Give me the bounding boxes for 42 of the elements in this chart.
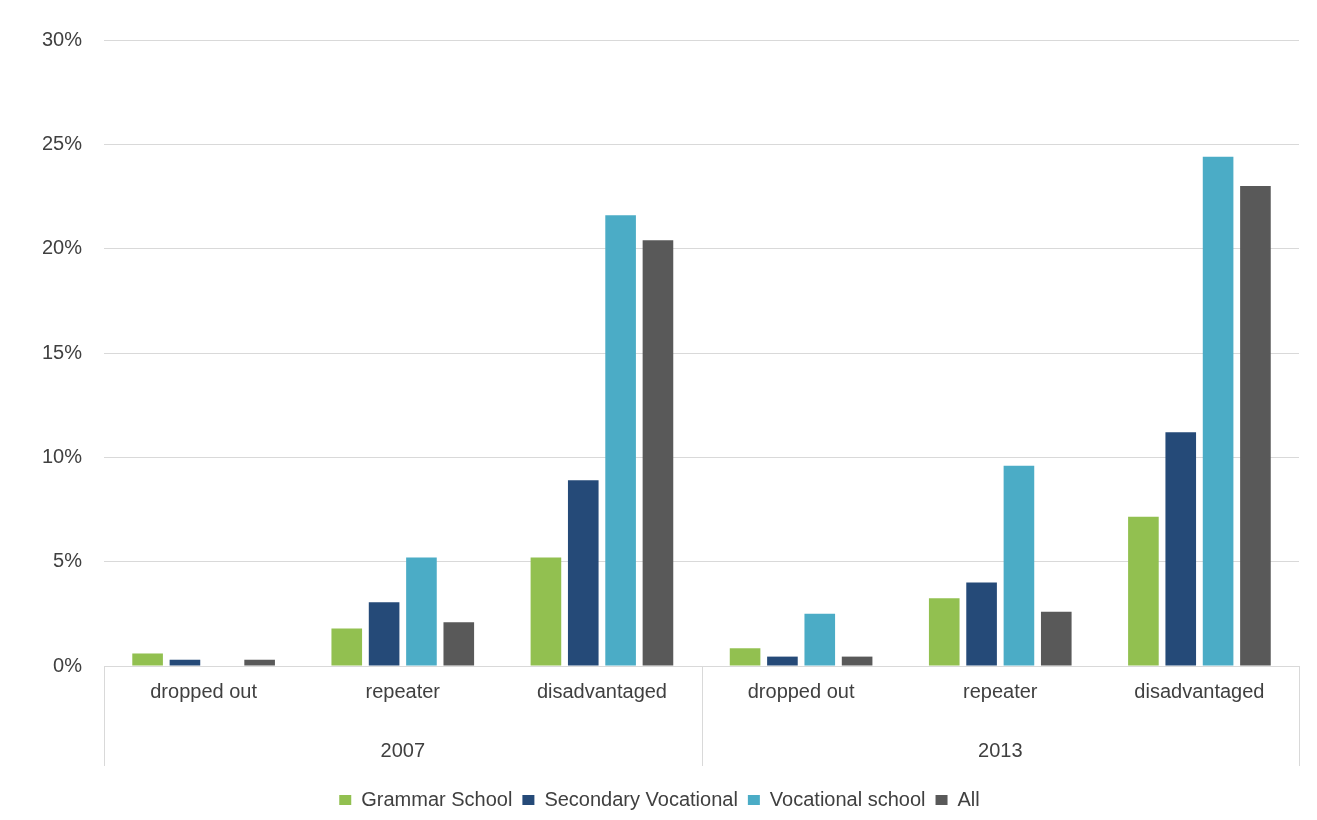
- legend-label: Vocational school: [769, 787, 926, 810]
- y-tick-label: 20%: [42, 236, 83, 259]
- y-tick-label: 5%: [53, 549, 83, 572]
- y-tick-label: 30%: [42, 27, 83, 50]
- x-tick-label: repeater: [365, 679, 441, 702]
- bar: [132, 653, 163, 666]
- bar: [1202, 156, 1234, 666]
- bar: [841, 656, 873, 666]
- x-tick-label: disadvantaged: [1134, 679, 1265, 702]
- x-tick-label: disadvantaged: [536, 679, 667, 702]
- bar: [966, 582, 997, 666]
- y-tick-label: 15%: [42, 340, 83, 363]
- bar: [767, 656, 798, 666]
- legend-label: All: [957, 787, 980, 810]
- bar: [1040, 611, 1072, 666]
- bar: [331, 628, 363, 666]
- x-tick-label: dropped out: [747, 679, 855, 702]
- bar: [928, 598, 960, 666]
- bar: [244, 659, 275, 666]
- y-tick-label: 10%: [42, 444, 83, 467]
- y-tick-label: 25%: [42, 131, 83, 154]
- x-tick-label: dropped out: [150, 679, 258, 702]
- bar: [406, 557, 437, 666]
- bar: [1240, 186, 1271, 666]
- legend-label: Grammar School: [361, 787, 513, 810]
- legend-label: Secondary Vocational: [544, 787, 738, 810]
- bar: [605, 215, 636, 666]
- x-tick-label: repeater: [963, 679, 1038, 702]
- bar: [368, 602, 400, 666]
- bar: [443, 622, 475, 666]
- bar: [567, 480, 599, 666]
- bar: [1128, 516, 1159, 666]
- bar: [169, 659, 201, 666]
- text: 2013: [978, 738, 1023, 761]
- bar: [1003, 465, 1035, 666]
- bar: [530, 557, 562, 666]
- bar: [1165, 432, 1197, 666]
- bar: [804, 613, 836, 666]
- bar: [642, 240, 674, 666]
- text: 2007: [380, 738, 426, 761]
- y-tick-label: 0%: [53, 653, 83, 676]
- bar: [729, 648, 761, 666]
